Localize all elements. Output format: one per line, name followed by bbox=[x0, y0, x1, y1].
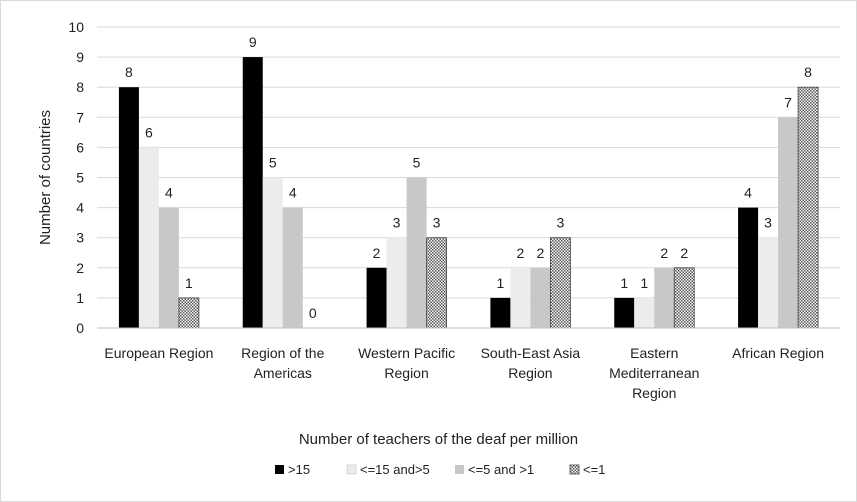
bar bbox=[510, 267, 531, 328]
bar bbox=[490, 297, 511, 328]
data-label: 6 bbox=[145, 124, 153, 140]
y-tick-label: 4 bbox=[76, 200, 84, 216]
category-label: Eastern Mediterranean Region bbox=[609, 345, 699, 401]
legend-label: >15 bbox=[288, 462, 310, 477]
bar bbox=[178, 297, 200, 329]
data-label: 2 bbox=[680, 245, 688, 261]
data-label: 5 bbox=[413, 155, 421, 171]
bar bbox=[797, 86, 819, 329]
category-labels: European Region Region of the Americas West… bbox=[104, 345, 824, 401]
bar bbox=[158, 207, 179, 328]
category-label: Region of the Americas bbox=[241, 345, 324, 381]
y-axis-title: Number of countries bbox=[37, 110, 54, 245]
y-tick-label: 8 bbox=[76, 79, 84, 95]
x-axis-title: Number of teachers of the deaf per milli… bbox=[299, 431, 578, 448]
bar bbox=[778, 117, 799, 328]
category-label: European Region bbox=[104, 345, 213, 361]
legend-label: <=1 bbox=[583, 462, 605, 477]
y-tick-label: 1 bbox=[76, 290, 84, 306]
y-tick-label: 7 bbox=[76, 109, 84, 125]
data-label: 4 bbox=[744, 185, 752, 201]
data-label: 3 bbox=[764, 215, 772, 231]
y-tick-label: 6 bbox=[76, 139, 84, 155]
data-label: 2 bbox=[660, 245, 668, 261]
bar bbox=[426, 237, 447, 329]
legend-label: <=5 and >1 bbox=[468, 462, 534, 477]
legend-swatch bbox=[275, 465, 284, 474]
bar bbox=[262, 177, 283, 328]
data-label: 1 bbox=[497, 275, 505, 291]
legend-swatch bbox=[346, 464, 357, 475]
data-label: 1 bbox=[620, 275, 628, 291]
bar bbox=[634, 297, 655, 328]
data-label: 7 bbox=[784, 94, 792, 110]
bar bbox=[118, 87, 139, 328]
category-label: Western Pacific Region bbox=[358, 345, 455, 381]
y-tick-label: 5 bbox=[76, 170, 84, 186]
bar bbox=[366, 267, 387, 328]
data-label: 8 bbox=[804, 64, 812, 80]
bar bbox=[242, 57, 263, 328]
data-label: 5 bbox=[269, 155, 277, 171]
y-axis-ticks: 0 1 2 3 4 5 6 7 8 9 10 bbox=[68, 19, 84, 336]
legend: >15 <=15 and>5 <=5 and >1 <=1 bbox=[275, 462, 605, 477]
category-label: African Region bbox=[732, 345, 824, 361]
data-label: 1 bbox=[640, 275, 648, 291]
data-label: 9 bbox=[249, 34, 257, 50]
y-tick-label: 0 bbox=[76, 320, 84, 336]
data-label: 3 bbox=[557, 215, 565, 231]
bar bbox=[673, 267, 695, 329]
data-label: 4 bbox=[289, 185, 297, 201]
bar bbox=[138, 147, 159, 328]
category-label: South-East Asia Region bbox=[481, 345, 581, 381]
data-label: 0 bbox=[309, 305, 317, 321]
bar bbox=[386, 237, 407, 328]
bar bbox=[758, 237, 779, 328]
bar bbox=[530, 267, 551, 328]
y-tick-label: 2 bbox=[76, 260, 84, 276]
data-label: 1 bbox=[185, 275, 193, 291]
bar bbox=[654, 267, 675, 328]
data-label: 3 bbox=[393, 215, 401, 231]
y-tick-label: 9 bbox=[76, 49, 84, 65]
bar bbox=[406, 177, 427, 328]
bar bbox=[550, 237, 571, 329]
data-label: 2 bbox=[517, 245, 525, 261]
data-label: 8 bbox=[125, 64, 133, 80]
data-label: 4 bbox=[165, 185, 173, 201]
legend-swatch bbox=[569, 464, 580, 475]
legend-swatch bbox=[455, 465, 464, 474]
y-tick-label: 10 bbox=[68, 19, 84, 35]
bars bbox=[118, 57, 819, 329]
gridlines bbox=[97, 26, 840, 299]
data-label: 2 bbox=[373, 245, 381, 261]
bar bbox=[282, 207, 303, 328]
data-label: 3 bbox=[433, 215, 441, 231]
y-tick-label: 3 bbox=[76, 230, 84, 246]
bar bbox=[738, 207, 759, 328]
bar bbox=[614, 297, 635, 328]
legend-label: <=15 and>5 bbox=[360, 462, 430, 477]
data-label: 2 bbox=[537, 245, 545, 261]
